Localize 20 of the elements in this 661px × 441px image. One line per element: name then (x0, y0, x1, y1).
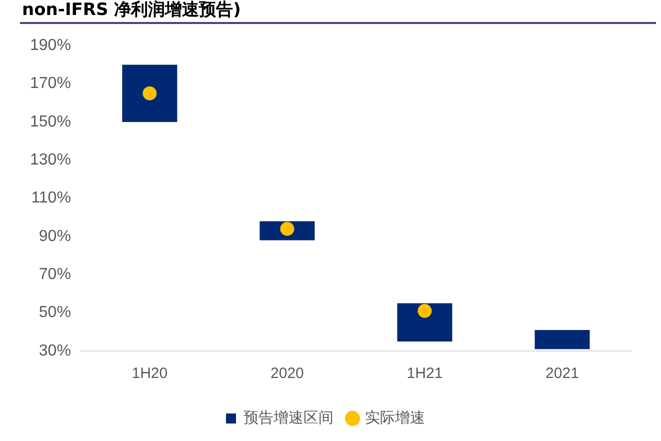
y-tick-label: 50% (38, 304, 71, 322)
point (418, 304, 432, 318)
y-tick-label: 70% (38, 266, 71, 284)
y-tick-label: 190% (30, 37, 71, 54)
y-tick-label: 110% (31, 190, 71, 207)
bar (534, 330, 590, 350)
chart-title: non-IFRS 净利润增速预告) (22, 0, 241, 20)
bar (122, 64, 178, 122)
y-tick-label: 170% (30, 75, 71, 92)
legend-label: 实际增速 (365, 408, 425, 426)
y-tick-label: 90% (38, 228, 71, 245)
x-tick-label: 2020 (270, 365, 304, 382)
bar (397, 303, 452, 342)
y-tick-label: 30% (38, 342, 71, 360)
x-tick-label: 1H21 (406, 365, 443, 382)
x-tick-label: 2021 (546, 365, 579, 382)
x-tick-label: 1H20 (132, 365, 168, 382)
legend-label: 预告增速区间 (244, 408, 334, 426)
y-tick-label: 130% (30, 152, 71, 169)
y-tick-label: 150% (30, 113, 71, 130)
